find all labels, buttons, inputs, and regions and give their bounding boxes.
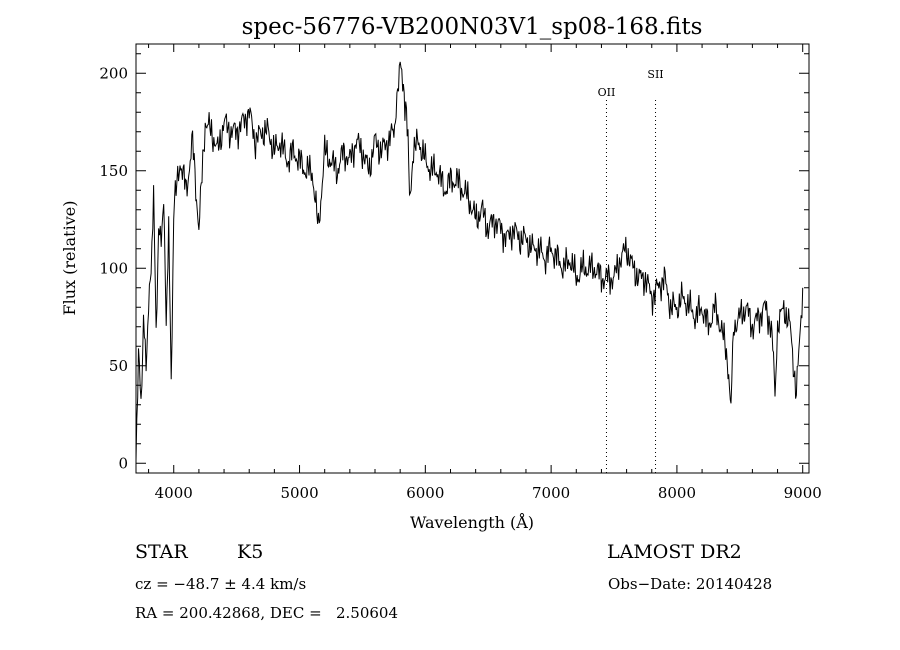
- redshift-cz: cz = −48.7 ± 4.4 km/s: [135, 575, 307, 593]
- flux-series-line: [135, 61, 804, 462]
- object-class: STAR: [135, 541, 188, 563]
- y-axis-label: Flux (relative): [60, 201, 79, 316]
- coordinates: RA = 200.42868, DEC = 2.50604: [135, 604, 399, 622]
- line-label-oii: OII: [598, 86, 616, 99]
- x-axis-label: Wavelength (Å): [410, 512, 534, 532]
- object-subclass: K5: [237, 541, 264, 563]
- chart-title: spec-56776-VB200N03V1_sp08-168.fits: [242, 14, 703, 40]
- y-tick-label: 100: [99, 259, 128, 277]
- plot-frame: [135, 43, 810, 474]
- x-tick-label: 8000: [658, 484, 696, 502]
- y-tick-label: 0: [118, 454, 128, 472]
- survey-name: LAMOST DR2: [607, 541, 742, 563]
- x-tick-label: 9000: [784, 484, 822, 502]
- axis-ticks: 4000 5000 6000 7000 8000 9000 0 50 100 150 200: [99, 44, 822, 502]
- observation-date: Obs−Date: 20140428: [608, 575, 773, 593]
- y-tick-label: 50: [109, 357, 128, 375]
- x-tick-label: 6000: [406, 484, 444, 502]
- y-tick-label: 200: [99, 64, 128, 82]
- y-tick-label: 150: [99, 162, 128, 180]
- x-tick-label: 4000: [155, 484, 193, 502]
- x-tick-label: 5000: [280, 484, 318, 502]
- emission-line-markers: OII SII: [598, 68, 664, 473]
- line-label-sii: SII: [647, 68, 663, 81]
- x-tick-label: 7000: [532, 484, 570, 502]
